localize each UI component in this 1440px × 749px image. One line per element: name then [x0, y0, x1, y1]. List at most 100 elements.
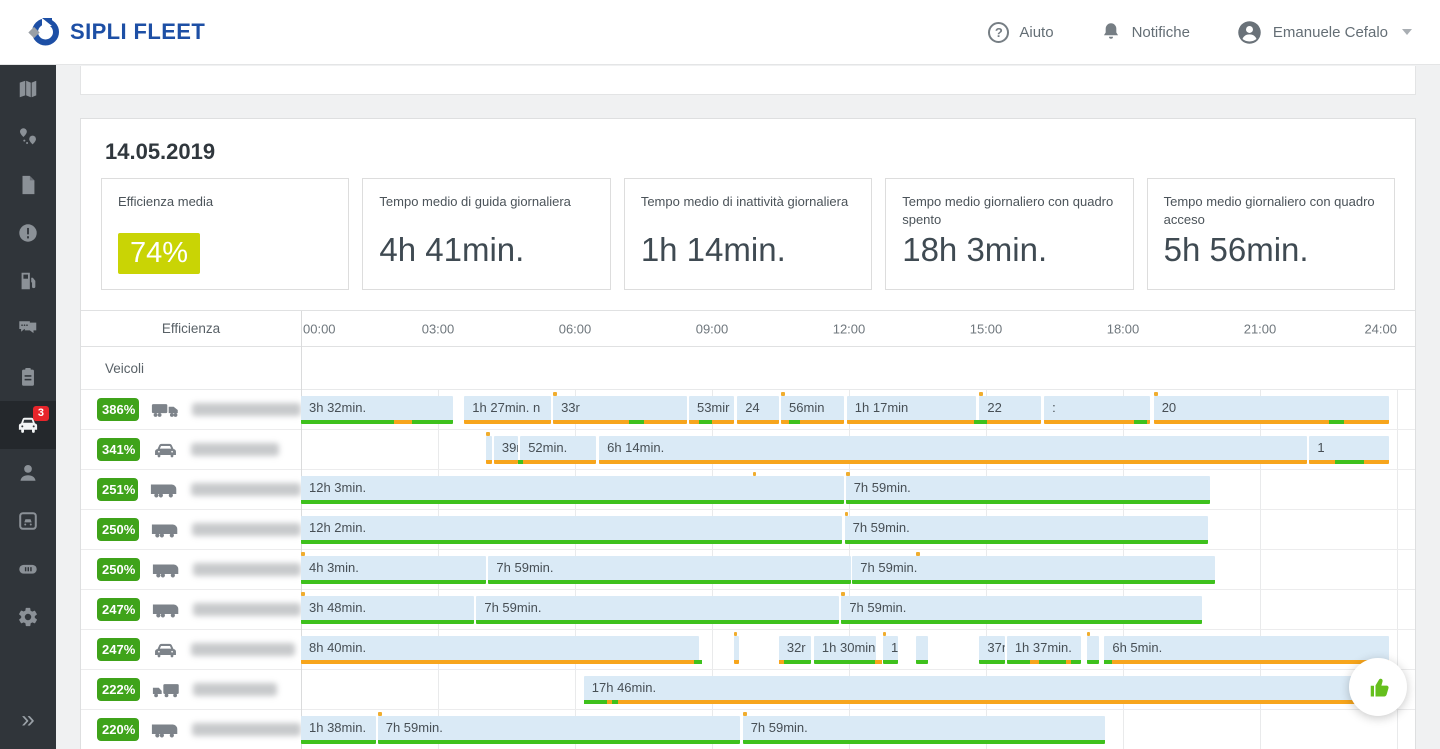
stat-card-value: 4h 41min.: [379, 231, 525, 268]
notifications-menu[interactable]: Notifiche: [1100, 21, 1190, 43]
sidebar-item-messages[interactable]: [0, 305, 56, 353]
sidebar-item-vehicles[interactable]: 3: [0, 401, 56, 449]
gantt-bar-label: 17h 46min.: [591, 680, 657, 695]
gantt-bar[interactable]: 20: [1153, 396, 1390, 424]
vehicle-row: 386% 3h 32min. 1h 27min. n 33r 53mir 24 56min 1…: [81, 390, 1415, 430]
sidebar-item-settings[interactable]: [0, 593, 56, 641]
gantt-bar[interactable]: 7h 59min.: [742, 716, 1106, 744]
efficiency-average-badge: 74%: [118, 233, 201, 274]
sidebar-item-fleet[interactable]: [0, 497, 56, 545]
gantt-bar[interactable]: 1h 37min.: [1006, 636, 1082, 664]
gantt-bar[interactable]: 8h 40min.: [301, 636, 699, 664]
vehicle-row-info: 251%: [81, 470, 301, 509]
stat-card-1: Tempo medio di guida giornaliera 4h 41min…: [362, 178, 611, 290]
gantt-bar[interactable]: 6h 5min.: [1104, 636, 1390, 664]
efficiency-badge: 250%: [97, 558, 140, 581]
gantt-bar-label: 52min.: [528, 440, 568, 455]
car-icon: [152, 640, 179, 659]
gantt-bar[interactable]: [733, 636, 740, 664]
underline-mark: [628, 420, 645, 424]
stat-card-0: Efficienza media 74%: [101, 178, 350, 290]
gantt-bar[interactable]: 1h 17min: [846, 396, 977, 424]
sidebar-item-reports[interactable]: [0, 353, 56, 401]
sidebar-item-documents[interactable]: [0, 161, 56, 209]
gantt-bar[interactable]: 1h 30min.: [813, 636, 877, 664]
vehicles-section-label: Veicoli: [105, 360, 145, 376]
brand-name: SIPLI FLEET: [70, 19, 206, 44]
sidebar-item-map[interactable]: [0, 65, 56, 113]
vehicle-row: 250% 4h 3min. 7h 59min. 7h 59min.: [81, 550, 1415, 590]
gantt-bar[interactable]: 12h 3min.: [301, 476, 844, 504]
stat-card-title: Efficienza media: [118, 194, 214, 209]
route-icon: [17, 126, 39, 148]
event-tick-mark: [845, 472, 850, 476]
notifications-label: Notifiche: [1131, 23, 1190, 41]
clipboard-icon: [17, 366, 39, 388]
gantt-bar[interactable]: 22: [979, 396, 1041, 424]
vehicle-row: 222% 17h 46min.: [81, 670, 1415, 710]
gantt-bar[interactable]: 24: [737, 396, 779, 424]
event-tick-mark: [979, 392, 984, 396]
gantt-bar[interactable]: 7h 59min.: [845, 476, 1210, 504]
gantt-bar[interactable]: [1086, 636, 1099, 664]
gantt-bar[interactable]: 12h 2min.: [301, 516, 843, 544]
gantt-bar[interactable]: 7h 59min.: [841, 596, 1202, 624]
vehicle-row-info: 250%: [81, 510, 301, 549]
map-icon: [17, 78, 39, 100]
sidebar-collapse-button[interactable]: »: [21, 706, 35, 733]
underline-mark: [778, 660, 785, 664]
gantt-bar[interactable]: 1h 38min.: [301, 716, 376, 744]
gantt-row-chart: 3h 32min. 1h 27min. n 33r 53mir 24 56min 1h 17…: [301, 390, 1397, 429]
gantt-bar[interactable]: :: [1044, 396, 1151, 424]
sidebar-item-fuel[interactable]: [0, 257, 56, 305]
gantt-bar-label: 3h 48min.: [309, 600, 367, 615]
efficiency-badge: 247%: [97, 598, 140, 621]
underline-mark: [1334, 460, 1365, 464]
gantt-bar[interactable]: 3h 32min.: [301, 396, 454, 424]
thumbs-up-icon: [1363, 672, 1393, 702]
vehicle-row: 220% 1h 38min. 7h 59min. 7h 59min.: [81, 710, 1415, 749]
gantt-bar[interactable]: 7h 59min.: [844, 516, 1209, 544]
gantt-bar-label: 33r: [561, 400, 580, 415]
gantt-bar[interactable]: 1: [882, 636, 899, 664]
vehicle-row-info: 247%: [81, 630, 301, 669]
gantt-bar[interactable]: 17h 46min.: [583, 676, 1390, 704]
gantt-bar-label: 1h 38min.: [309, 720, 367, 735]
sidebar-item-cards[interactable]: [0, 545, 56, 593]
sidebar-item-drivers[interactable]: [0, 449, 56, 497]
car-icon: [16, 413, 40, 437]
efficiency-column-header: Efficienza: [161, 321, 221, 336]
gantt-bar[interactable]: [486, 436, 492, 464]
gantt-bar[interactable]: 7h 59min.: [852, 556, 1216, 584]
gantt-bar[interactable]: 39m: [493, 436, 518, 464]
gantt-bar[interactable]: 6h 14min.: [599, 436, 1308, 464]
gantt-bar[interactable]: 32r: [778, 636, 811, 664]
brand-logo-icon: [28, 16, 60, 48]
sidebar-item-routes[interactable]: [0, 113, 56, 161]
gantt-bar[interactable]: 7h 59min.: [488, 556, 852, 584]
gantt-bar[interactable]: 4h 3min.: [301, 556, 487, 584]
gantt-bar[interactable]: 7h 59min.: [476, 596, 840, 624]
gantt-bar[interactable]: 56min: [781, 396, 844, 424]
event-tick-mark: [486, 432, 490, 436]
gantt-bar[interactable]: 3h 48min.: [301, 596, 475, 624]
tag-icon: [17, 558, 39, 580]
thumbs-up-fab-button[interactable]: [1349, 658, 1407, 716]
help-icon: ?: [988, 21, 1010, 43]
gantt-bar[interactable]: 33r: [553, 396, 687, 424]
gantt-bar[interactable]: 52min.: [520, 436, 596, 464]
person-icon: [17, 462, 39, 484]
brand-logo[interactable]: SIPLI FLEET: [28, 16, 205, 48]
gantt-bar[interactable]: 1h 27min. n: [464, 396, 551, 424]
help-menu[interactable]: ? Aiuto: [988, 21, 1054, 43]
user-menu[interactable]: Emanuele Cefalo: [1236, 19, 1412, 46]
efficiency-badge: 386%: [97, 398, 140, 421]
vehicle-name-blurred: [191, 723, 301, 736]
gantt-bar[interactable]: [915, 636, 928, 664]
sidebar-item-alerts[interactable]: [0, 209, 56, 257]
vehicle-square-icon: [17, 510, 39, 532]
event-tick-mark: [742, 712, 747, 716]
gantt-bar[interactable]: 37n: [979, 636, 1005, 664]
gantt-bar[interactable]: 7h 59min.: [377, 716, 741, 744]
event-tick-mark: [844, 512, 849, 516]
